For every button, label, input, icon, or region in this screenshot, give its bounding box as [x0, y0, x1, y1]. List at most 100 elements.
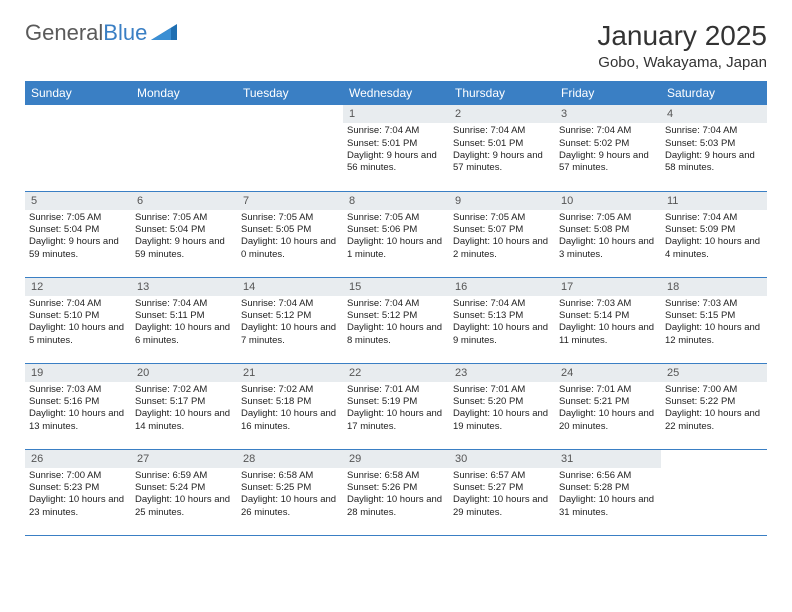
- day-number: 31: [555, 450, 661, 468]
- day-details: Sunrise: 7:04 AMSunset: 5:12 PMDaylight:…: [237, 296, 343, 351]
- calendar-cell: 16Sunrise: 7:04 AMSunset: 5:13 PMDayligh…: [449, 277, 555, 363]
- calendar-cell: 10Sunrise: 7:05 AMSunset: 5:08 PMDayligh…: [555, 191, 661, 277]
- calendar-week-row: 1Sunrise: 7:04 AMSunset: 5:01 PMDaylight…: [25, 105, 767, 191]
- day-header-row: SundayMondayTuesdayWednesdayThursdayFrid…: [25, 81, 767, 105]
- day-details: Sunrise: 7:03 AMSunset: 5:14 PMDaylight:…: [555, 296, 661, 351]
- calendar-week-row: 5Sunrise: 7:05 AMSunset: 5:04 PMDaylight…: [25, 191, 767, 277]
- calendar-body: 1Sunrise: 7:04 AMSunset: 5:01 PMDaylight…: [25, 105, 767, 535]
- calendar-cell: 5Sunrise: 7:05 AMSunset: 5:04 PMDaylight…: [25, 191, 131, 277]
- calendar-week-row: 12Sunrise: 7:04 AMSunset: 5:10 PMDayligh…: [25, 277, 767, 363]
- day-details: Sunrise: 6:59 AMSunset: 5:24 PMDaylight:…: [131, 468, 237, 523]
- logo-text-1: General: [25, 20, 103, 46]
- calendar-week-row: 26Sunrise: 7:00 AMSunset: 5:23 PMDayligh…: [25, 449, 767, 535]
- day-number: 27: [131, 450, 237, 468]
- logo-text-2: Blue: [103, 20, 147, 46]
- day-header: Sunday: [25, 81, 131, 105]
- logo: GeneralBlue: [25, 20, 177, 46]
- day-number: 12: [25, 278, 131, 296]
- day-details: Sunrise: 7:04 AMSunset: 5:03 PMDaylight:…: [661, 123, 767, 178]
- title-block: January 2025 Gobo, Wakayama, Japan: [597, 20, 767, 71]
- day-number: 10: [555, 192, 661, 210]
- calendar-cell: [25, 105, 131, 191]
- logo-triangle-icon: [151, 20, 177, 46]
- day-header: Thursday: [449, 81, 555, 105]
- day-details: Sunrise: 7:04 AMSunset: 5:01 PMDaylight:…: [449, 123, 555, 178]
- day-details: Sunrise: 7:04 AMSunset: 5:11 PMDaylight:…: [131, 296, 237, 351]
- calendar-cell: 25Sunrise: 7:00 AMSunset: 5:22 PMDayligh…: [661, 363, 767, 449]
- calendar-cell: [237, 105, 343, 191]
- calendar-cell: 31Sunrise: 6:56 AMSunset: 5:28 PMDayligh…: [555, 449, 661, 535]
- calendar-cell: 11Sunrise: 7:04 AMSunset: 5:09 PMDayligh…: [661, 191, 767, 277]
- day-details: Sunrise: 7:04 AMSunset: 5:01 PMDaylight:…: [343, 123, 449, 178]
- day-number: 25: [661, 364, 767, 382]
- day-number: 23: [449, 364, 555, 382]
- day-number: 9: [449, 192, 555, 210]
- day-number: 15: [343, 278, 449, 296]
- calendar-cell: 24Sunrise: 7:01 AMSunset: 5:21 PMDayligh…: [555, 363, 661, 449]
- day-number: 26: [25, 450, 131, 468]
- day-number: 17: [555, 278, 661, 296]
- calendar-cell: 1Sunrise: 7:04 AMSunset: 5:01 PMDaylight…: [343, 105, 449, 191]
- calendar-cell: 30Sunrise: 6:57 AMSunset: 5:27 PMDayligh…: [449, 449, 555, 535]
- day-details: Sunrise: 7:01 AMSunset: 5:20 PMDaylight:…: [449, 382, 555, 437]
- calendar-cell: [661, 449, 767, 535]
- page-subtitle: Gobo, Wakayama, Japan: [597, 54, 767, 71]
- calendar-cell: 3Sunrise: 7:04 AMSunset: 5:02 PMDaylight…: [555, 105, 661, 191]
- day-details: Sunrise: 7:04 AMSunset: 5:09 PMDaylight:…: [661, 210, 767, 265]
- day-details: Sunrise: 7:01 AMSunset: 5:21 PMDaylight:…: [555, 382, 661, 437]
- calendar-cell: 4Sunrise: 7:04 AMSunset: 5:03 PMDaylight…: [661, 105, 767, 191]
- day-number: 18: [661, 278, 767, 296]
- day-number: 22: [343, 364, 449, 382]
- calendar-cell: 18Sunrise: 7:03 AMSunset: 5:15 PMDayligh…: [661, 277, 767, 363]
- day-details: Sunrise: 7:03 AMSunset: 5:16 PMDaylight:…: [25, 382, 131, 437]
- day-details: Sunrise: 7:05 AMSunset: 5:08 PMDaylight:…: [555, 210, 661, 265]
- calendar-cell: 27Sunrise: 6:59 AMSunset: 5:24 PMDayligh…: [131, 449, 237, 535]
- calendar-cell: 15Sunrise: 7:04 AMSunset: 5:12 PMDayligh…: [343, 277, 449, 363]
- day-number: 1: [343, 105, 449, 123]
- day-number: 28: [237, 450, 343, 468]
- day-details: Sunrise: 7:05 AMSunset: 5:06 PMDaylight:…: [343, 210, 449, 265]
- day-details: Sunrise: 7:00 AMSunset: 5:22 PMDaylight:…: [661, 382, 767, 437]
- calendar-week-row: 19Sunrise: 7:03 AMSunset: 5:16 PMDayligh…: [25, 363, 767, 449]
- calendar-cell: 9Sunrise: 7:05 AMSunset: 5:07 PMDaylight…: [449, 191, 555, 277]
- day-details: Sunrise: 7:01 AMSunset: 5:19 PMDaylight:…: [343, 382, 449, 437]
- calendar-cell: 29Sunrise: 6:58 AMSunset: 5:26 PMDayligh…: [343, 449, 449, 535]
- day-header: Monday: [131, 81, 237, 105]
- calendar-cell: 13Sunrise: 7:04 AMSunset: 5:11 PMDayligh…: [131, 277, 237, 363]
- day-number: 7: [237, 192, 343, 210]
- day-details: Sunrise: 6:57 AMSunset: 5:27 PMDaylight:…: [449, 468, 555, 523]
- day-number: 5: [25, 192, 131, 210]
- calendar-cell: 6Sunrise: 7:05 AMSunset: 5:04 PMDaylight…: [131, 191, 237, 277]
- day-number: 20: [131, 364, 237, 382]
- calendar-table: SundayMondayTuesdayWednesdayThursdayFrid…: [25, 81, 767, 536]
- day-number: 2: [449, 105, 555, 123]
- day-details: Sunrise: 7:05 AMSunset: 5:04 PMDaylight:…: [25, 210, 131, 265]
- day-number: 6: [131, 192, 237, 210]
- day-details: Sunrise: 7:04 AMSunset: 5:13 PMDaylight:…: [449, 296, 555, 351]
- day-number: 11: [661, 192, 767, 210]
- day-header: Wednesday: [343, 81, 449, 105]
- day-number: 19: [25, 364, 131, 382]
- calendar-cell: 26Sunrise: 7:00 AMSunset: 5:23 PMDayligh…: [25, 449, 131, 535]
- day-number: 13: [131, 278, 237, 296]
- day-header: Friday: [555, 81, 661, 105]
- calendar-cell: 22Sunrise: 7:01 AMSunset: 5:19 PMDayligh…: [343, 363, 449, 449]
- day-header: Saturday: [661, 81, 767, 105]
- day-number: 21: [237, 364, 343, 382]
- day-number: 8: [343, 192, 449, 210]
- day-details: Sunrise: 7:04 AMSunset: 5:12 PMDaylight:…: [343, 296, 449, 351]
- day-details: Sunrise: 7:05 AMSunset: 5:07 PMDaylight:…: [449, 210, 555, 265]
- day-details: Sunrise: 7:04 AMSunset: 5:10 PMDaylight:…: [25, 296, 131, 351]
- day-details: Sunrise: 6:58 AMSunset: 5:25 PMDaylight:…: [237, 468, 343, 523]
- day-details: Sunrise: 7:03 AMSunset: 5:15 PMDaylight:…: [661, 296, 767, 351]
- day-number: 3: [555, 105, 661, 123]
- day-number: 16: [449, 278, 555, 296]
- day-header: Tuesday: [237, 81, 343, 105]
- day-details: Sunrise: 7:00 AMSunset: 5:23 PMDaylight:…: [25, 468, 131, 523]
- calendar-cell: 20Sunrise: 7:02 AMSunset: 5:17 PMDayligh…: [131, 363, 237, 449]
- calendar-cell: 12Sunrise: 7:04 AMSunset: 5:10 PMDayligh…: [25, 277, 131, 363]
- day-details: Sunrise: 7:05 AMSunset: 5:05 PMDaylight:…: [237, 210, 343, 265]
- day-number: 4: [661, 105, 767, 123]
- day-details: Sunrise: 7:05 AMSunset: 5:04 PMDaylight:…: [131, 210, 237, 265]
- calendar-cell: 7Sunrise: 7:05 AMSunset: 5:05 PMDaylight…: [237, 191, 343, 277]
